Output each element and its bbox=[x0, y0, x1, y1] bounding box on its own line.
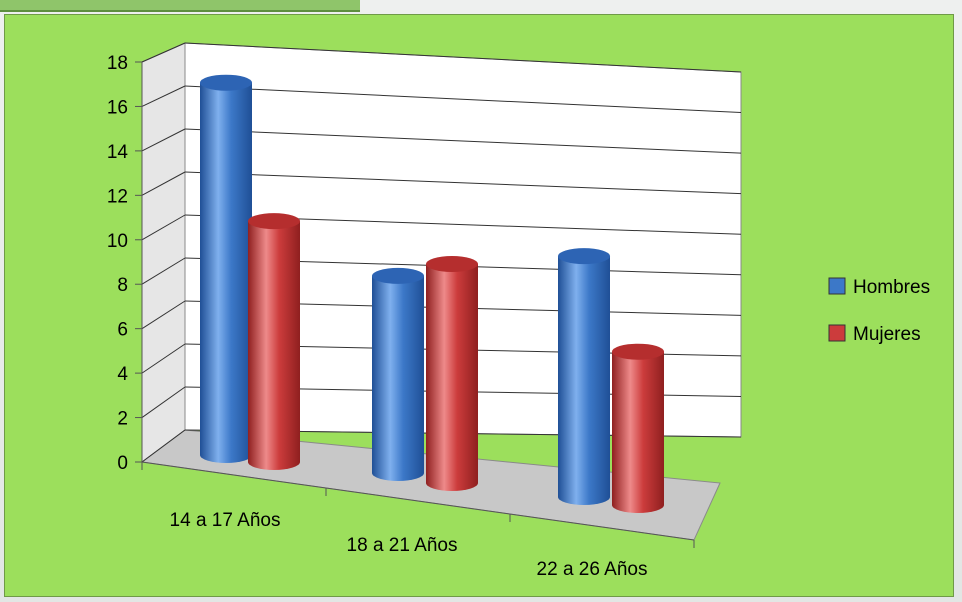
legend-label-hombres: Hombres bbox=[853, 277, 930, 298]
y-tick-label: 16 bbox=[107, 97, 128, 118]
y-tick-label: 10 bbox=[107, 231, 128, 252]
x-axis-line bbox=[141, 461, 695, 541]
cylinder-top bbox=[612, 343, 664, 360]
gridline-side bbox=[141, 214, 186, 241]
gridline-back bbox=[184, 128, 742, 154]
gridline-back bbox=[184, 85, 742, 114]
gridline-side bbox=[141, 171, 186, 196]
gridline-side bbox=[141, 128, 186, 152]
category-labels: 14 a 17 Años 18 a 21 Años 22 a 26 Años bbox=[170, 510, 648, 580]
y-tick-label: 14 bbox=[107, 142, 129, 163]
category-label: 22 a 26 Años bbox=[537, 559, 648, 580]
cylinder-body bbox=[372, 275, 424, 481]
cylinder-top bbox=[426, 256, 478, 272]
bar-mujeres-2 bbox=[612, 343, 664, 513]
y-tick-label: 0 bbox=[117, 453, 128, 474]
bar-hombres-1 bbox=[372, 267, 424, 481]
y-tick-label: 6 bbox=[117, 320, 128, 341]
gridline-side bbox=[141, 343, 186, 374]
category-label: 18 a 21 Años bbox=[347, 535, 458, 556]
cylinder-body bbox=[248, 221, 300, 470]
gridline-side bbox=[141, 300, 186, 330]
bar-hombres-2 bbox=[558, 248, 610, 505]
cylinder-body bbox=[558, 256, 610, 505]
cylinder-top bbox=[200, 74, 252, 91]
legend: Hombres Mujeres bbox=[828, 277, 930, 345]
category-label: 14 a 17 Años bbox=[170, 510, 281, 531]
bar-mujeres-1 bbox=[426, 256, 478, 491]
cylinder-top bbox=[248, 213, 300, 230]
gridline-side bbox=[141, 257, 186, 285]
cylinder-body bbox=[200, 82, 252, 463]
gridline-side bbox=[141, 386, 186, 418]
cylinder-top bbox=[372, 267, 424, 284]
y-tick-label: 4 bbox=[117, 364, 128, 385]
axes bbox=[135, 61, 695, 548]
y-tick-label: 8 bbox=[117, 275, 128, 296]
y-tick-labels: 0 2 4 6 8 10 12 14 16 18 bbox=[107, 53, 129, 474]
gridline-back bbox=[184, 171, 742, 195]
top-tab-strip bbox=[0, 0, 360, 12]
legend-swatch-mujeres bbox=[828, 324, 846, 342]
cylinder-body bbox=[612, 351, 664, 513]
y-tick-label: 2 bbox=[117, 409, 128, 430]
bar-mujeres-0 bbox=[248, 213, 300, 470]
gridline-side bbox=[141, 42, 186, 63]
legend-label-mujeres: Mujeres bbox=[853, 324, 921, 345]
cylinder-top bbox=[558, 248, 610, 265]
gridline-side bbox=[141, 85, 186, 107]
bar-hombres-0 bbox=[200, 74, 252, 463]
gridline-back bbox=[184, 42, 742, 73]
y-tick-label: 18 bbox=[107, 53, 128, 74]
cylinder-body bbox=[426, 264, 478, 491]
y-tick-label: 12 bbox=[107, 186, 128, 207]
gridline-side bbox=[141, 429, 186, 463]
bars bbox=[200, 74, 664, 513]
legend-swatch-hombres bbox=[828, 277, 846, 295]
left-side-wall bbox=[141, 42, 186, 463]
